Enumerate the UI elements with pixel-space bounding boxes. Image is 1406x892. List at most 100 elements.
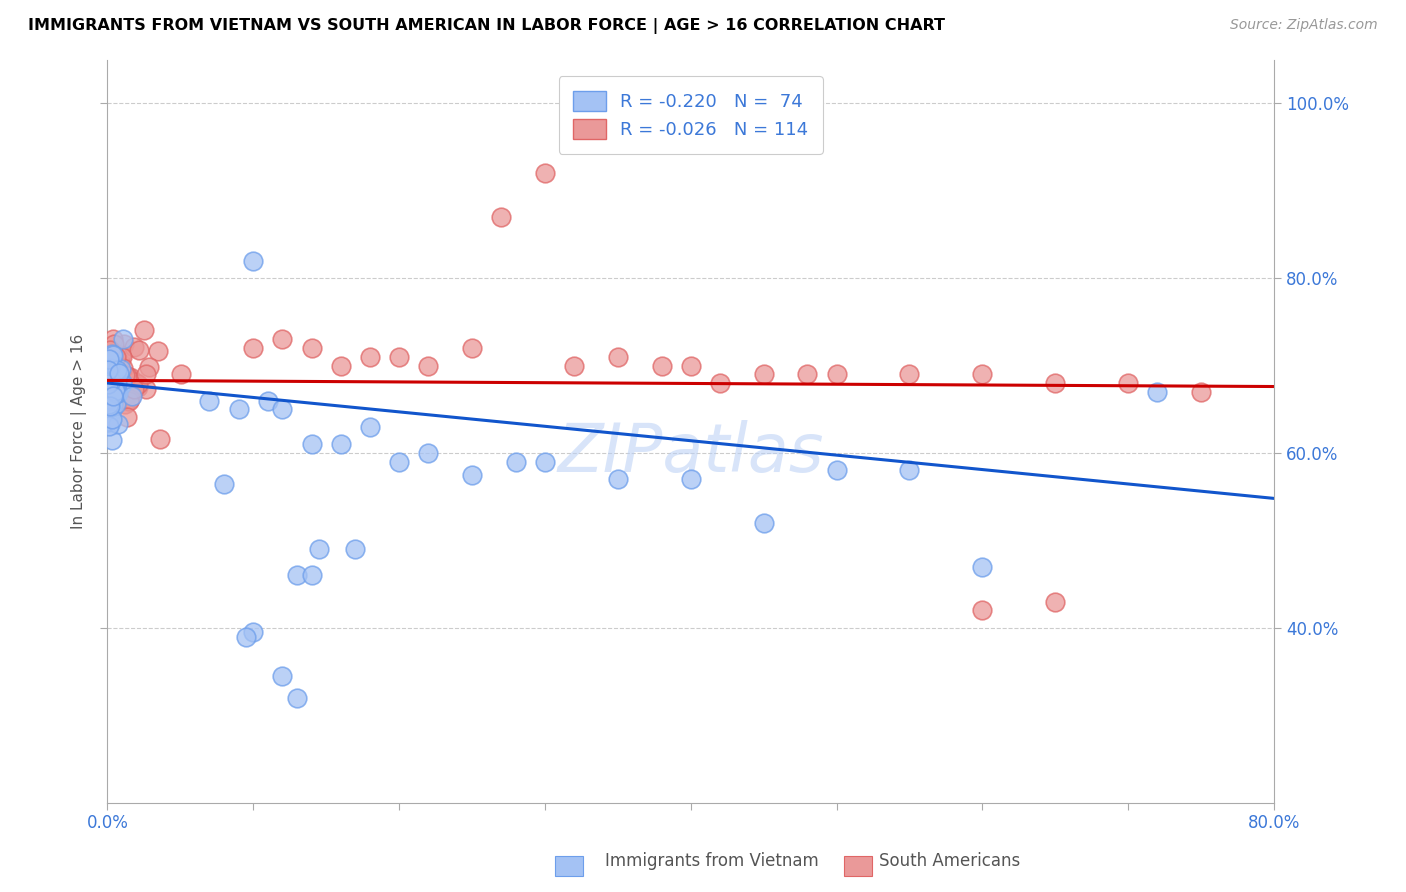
Point [105,368,128,382]
Point [108,386,131,401]
Point [101,356,124,370]
Point [418,446,440,460]
Point [98,367,121,381]
Point [752,368,775,382]
Point [972,603,994,617]
Point [505,455,527,469]
Point [101,393,124,408]
Point [228,402,250,417]
Point [898,463,921,477]
Point [112,360,135,375]
Point [679,472,702,486]
Point [606,350,628,364]
Point [562,359,585,373]
Text: ZIPatlas: ZIPatlas [557,420,824,486]
Point [104,357,127,371]
Point [242,253,264,268]
Point [271,402,294,417]
Point [111,350,134,364]
Point [98,359,121,374]
Point [98,399,121,413]
Point [98,418,121,433]
Point [97,371,120,385]
Point [100,347,122,361]
Point [97,371,120,385]
Point [97,414,120,428]
Point [461,341,484,355]
Point [122,340,145,354]
Point [98,357,121,371]
Point [344,542,367,557]
Point [101,332,124,346]
Point [97,359,120,374]
Point [825,463,848,477]
Point [108,366,131,380]
Point [105,350,128,364]
Point [111,332,134,346]
Point [271,332,294,346]
Point [301,568,323,582]
Point [198,393,221,408]
Point [170,368,193,382]
Point [285,568,308,582]
Point [388,350,411,364]
Point [104,386,127,401]
Point [111,376,134,390]
Point [97,372,120,386]
Point [898,368,921,382]
Point [709,376,731,390]
Point [118,387,141,401]
Point [100,374,122,388]
Point [1045,376,1067,390]
Point [127,379,149,393]
Point [101,412,124,426]
Point [308,542,330,557]
Point [110,376,132,391]
Point [100,377,122,392]
Point [651,359,673,373]
Point [107,360,129,375]
Point [256,393,278,408]
Point [101,389,124,403]
Point [97,377,120,392]
Point [111,376,134,390]
Point [100,402,122,417]
Point [138,359,160,374]
Legend: R = -0.220   N =  74, R = -0.026   N = 114: R = -0.220 N = 74, R = -0.026 N = 114 [558,76,823,154]
Point [100,395,122,409]
Point [212,476,235,491]
Y-axis label: In Labor Force | Age > 16: In Labor Force | Age > 16 [72,334,87,529]
Point [825,368,848,382]
Point [101,373,124,387]
Point [235,630,257,644]
Point [98,343,121,358]
Point [128,343,150,357]
Point [98,397,121,411]
Point [118,393,141,408]
Point [101,397,124,411]
Point [100,380,122,394]
Point [134,323,156,337]
Point [103,370,125,384]
Point [104,397,127,411]
Point [606,472,628,486]
Text: Source: ZipAtlas.com: Source: ZipAtlas.com [1230,18,1378,32]
Point [329,437,352,451]
Point [97,409,120,424]
Point [100,434,122,448]
Point [100,360,122,375]
Point [96,402,118,417]
Point [98,392,121,407]
Point [461,467,484,482]
Point [242,625,264,640]
Point [124,376,146,390]
Point [96,381,118,395]
Point [752,516,775,530]
Point [534,455,557,469]
Point [103,348,125,362]
Point [98,352,121,367]
Point [98,361,121,376]
Point [121,389,143,403]
Point [117,410,139,425]
Point [97,399,120,413]
